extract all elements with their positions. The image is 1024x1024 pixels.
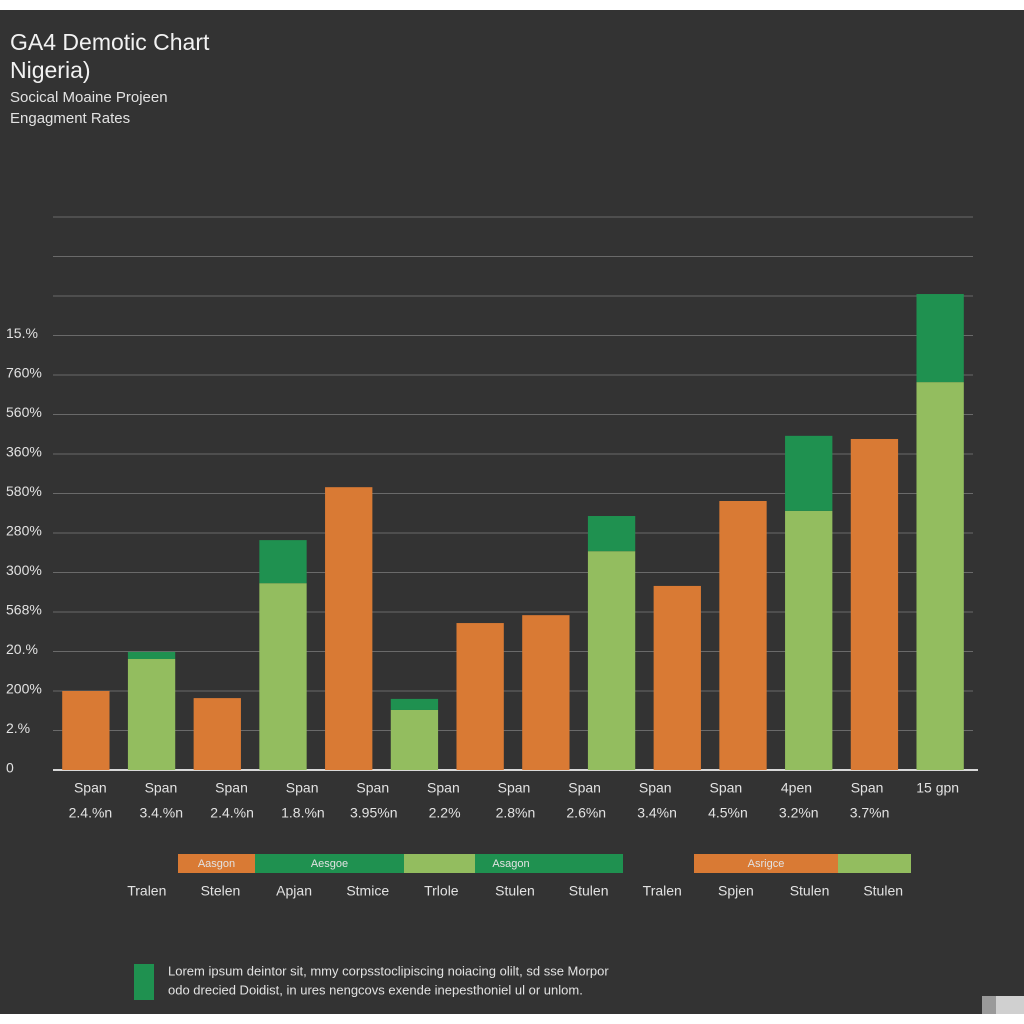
x-tick-label: Span (356, 780, 389, 796)
legend-caption: Tralen (127, 883, 166, 899)
bar (259, 540, 307, 584)
bar (62, 691, 110, 770)
x-sublabel: 3.2%n (779, 805, 819, 821)
bar (259, 583, 307, 770)
bar (390, 698, 439, 710)
chart-title: GA4 Demotic Chart (10, 29, 210, 55)
legend-caption: Spjen (718, 883, 754, 899)
x-sublabel: 3.4%n (637, 805, 677, 821)
bar (916, 382, 964, 770)
y-tick-label: 568% (6, 602, 42, 618)
bar (587, 516, 636, 552)
legend-caption: Stulen (495, 883, 535, 899)
legend-caption: Apjan (276, 883, 312, 899)
legend-segment (838, 854, 911, 873)
legend-label: Aesgoe (311, 858, 348, 870)
x-tick-label: Span (709, 780, 742, 796)
legend-segment (255, 854, 404, 873)
legend-caption: Stulen (863, 883, 903, 899)
y-tick-label: 560% (6, 404, 42, 420)
chart-subtitle: Socical Moaine Projeen (10, 89, 168, 106)
y-tick-label: 580% (6, 483, 42, 499)
bar (587, 551, 636, 770)
legend-label: Asagon (492, 858, 529, 870)
x-tick-label: Span (74, 780, 107, 796)
x-sublabel: 1.8.%n (281, 805, 325, 821)
chart-title: Nigeria) (10, 57, 91, 83)
y-tick-label: 300% (6, 562, 42, 578)
corner-decoration (996, 996, 1024, 1014)
legend-label: Asrigce (748, 858, 785, 870)
y-tick-label: 0 (6, 760, 14, 776)
x-tick-label: Span (568, 780, 601, 796)
x-tick-label: 15 gpn (916, 780, 959, 796)
legend-segment (475, 854, 547, 873)
legend-caption: Stelen (201, 883, 241, 899)
bar (850, 438, 899, 770)
bar (127, 659, 176, 770)
x-tick-label: Span (498, 780, 531, 796)
note-text: odo drecied Doidist, in ures nengcovs ex… (168, 982, 583, 997)
bar (653, 585, 701, 770)
x-sublabel: 2.8%n (496, 805, 536, 821)
bar (390, 709, 439, 770)
legend-caption: Stmice (346, 883, 389, 899)
legend-segment (694, 854, 838, 873)
x-tick-label: 4pen (781, 780, 812, 796)
legend-label: Aasgon (198, 858, 235, 870)
bar (127, 651, 176, 660)
y-tick-label: 20.% (6, 641, 38, 657)
x-tick-label: Span (427, 780, 460, 796)
y-tick-label: 360% (6, 444, 42, 460)
bar (785, 435, 833, 511)
x-tick-label: Span (145, 780, 178, 796)
x-sublabel: 3.4.%n (139, 805, 183, 821)
chart-subtitle: Engagment Rates (10, 110, 130, 127)
x-tick-label: Span (215, 780, 248, 796)
legend-segment (547, 854, 623, 873)
x-sublabel: 2.4.%n (69, 805, 113, 821)
legend-caption: Tralen (643, 883, 682, 899)
legend-segment (178, 854, 255, 873)
y-tick-label: 760% (6, 365, 42, 381)
bar (785, 510, 833, 770)
x-sublabel: 4.5%n (708, 805, 748, 821)
x-tick-label: Span (286, 780, 319, 796)
note-text: Lorem ipsum deintor sit, mmy corpsstocli… (168, 963, 609, 978)
bar (522, 615, 570, 770)
x-sublabel: 3.95%n (350, 805, 397, 821)
legend-segment (404, 854, 475, 873)
bar (456, 623, 504, 770)
y-tick-label: 15.% (6, 325, 38, 341)
bar (325, 487, 373, 770)
x-tick-label: Span (639, 780, 672, 796)
x-sublabel: 2.2% (429, 805, 461, 821)
note-icon (134, 964, 154, 1000)
legend-caption: Stulen (790, 883, 830, 899)
x-sublabel: 2.6%n (566, 805, 606, 821)
legend-caption: Trlole (424, 883, 459, 899)
y-tick-label: 200% (6, 681, 42, 697)
y-tick-label: 2.% (6, 720, 30, 736)
x-sublabel: 2.4.%n (210, 805, 254, 821)
bar (916, 294, 964, 383)
legend-caption: Stulen (569, 883, 609, 899)
x-tick-label: Span (851, 780, 884, 796)
y-tick-label: 280% (6, 523, 42, 539)
x-sublabel: 3.7%n (850, 805, 890, 821)
bar (193, 698, 241, 770)
bar (719, 501, 767, 770)
